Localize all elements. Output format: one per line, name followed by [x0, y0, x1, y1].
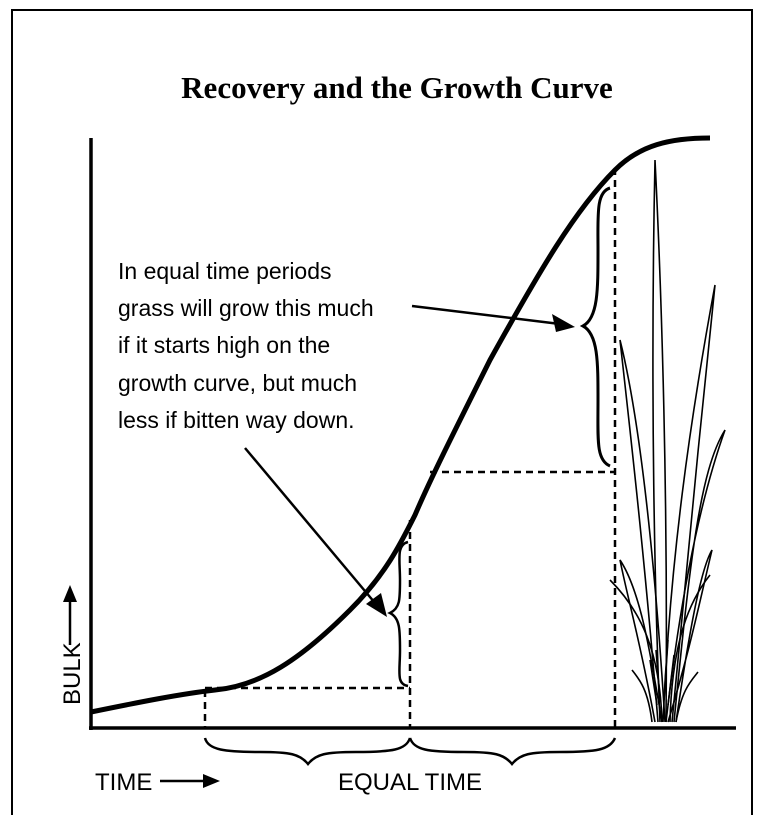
diagram: Recovery and the Growth Curve In equal t…: [0, 0, 757, 815]
annotation-line: growth curve, but much: [118, 370, 357, 396]
annotation-line: grass will grow this much: [118, 295, 374, 321]
background: [0, 0, 757, 815]
annotation-line: In equal time periods: [118, 258, 332, 284]
x-axis-label: TIME: [95, 769, 152, 796]
annotation-line: if it starts high on the: [118, 332, 330, 358]
interval-label: EQUAL TIME: [338, 769, 482, 796]
y-axis-label: BULK: [59, 642, 86, 705]
annotation-line: less if bitten way down.: [118, 407, 355, 433]
title: Recovery and the Growth Curve: [181, 70, 613, 105]
